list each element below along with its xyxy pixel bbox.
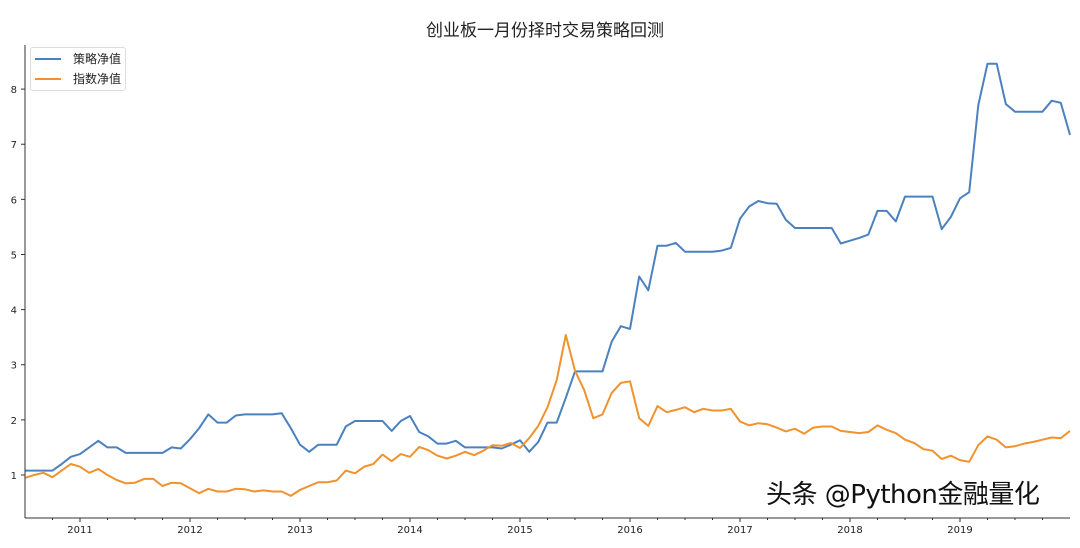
chart-title: 创业板一月份择时交易策略回测 xyxy=(426,21,664,41)
x-tick-label: 2016 xyxy=(617,525,642,536)
legend-label-strategy: 策略净值 xyxy=(73,52,122,66)
x-tick-label: 2018 xyxy=(837,525,862,536)
y-tick-label: 5 xyxy=(11,250,17,261)
legend-swatch-index xyxy=(35,77,61,80)
legend-label-index: 指数净值 xyxy=(73,72,122,86)
x-tick-label: 2019 xyxy=(947,525,972,536)
legend-swatch-strategy xyxy=(35,57,61,60)
x-tick-label: 2012 xyxy=(177,525,202,536)
y-tick-label: 6 xyxy=(11,195,17,206)
legend-item-strategy: 策略净值 xyxy=(31,49,125,68)
x-tick-label: 2015 xyxy=(507,525,532,536)
series-line-0 xyxy=(25,62,1071,472)
x-tick-label: 2011 xyxy=(67,525,92,536)
y-tick-label: 7 xyxy=(11,140,17,151)
x-tick-label: 2017 xyxy=(727,525,752,536)
series-line-1 xyxy=(24,334,1071,497)
x-tick-label: 2014 xyxy=(397,525,422,536)
y-tick-label: 8 xyxy=(11,85,17,96)
y-tick-label: 3 xyxy=(11,361,17,372)
legend-item-index: 指数净值 xyxy=(31,69,125,88)
watermark: 头条 @Python金融量化 xyxy=(766,480,1040,510)
x-tick-label: 2013 xyxy=(287,525,312,536)
y-tick-label: 1 xyxy=(11,471,17,482)
legend: 策略净值 指数净值 xyxy=(30,47,126,91)
y-tick-label: 2 xyxy=(11,416,17,427)
y-tick-label: 4 xyxy=(11,306,17,317)
